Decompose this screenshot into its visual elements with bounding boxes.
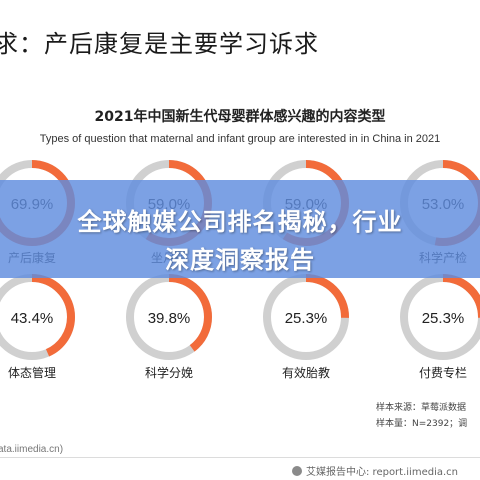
donut-value-arc	[0, 274, 75, 360]
chart-title: 2021年中国新生代母婴群体感兴趣的内容类型	[94, 109, 386, 125]
donut-value-arc	[263, 274, 349, 360]
header-title-text: 求：产后康复是主要学习诉求	[0, 30, 319, 58]
iimedia-logo-icon	[292, 466, 302, 476]
donut-value-arc	[400, 274, 480, 360]
donut-value-label: 25.3%	[422, 310, 465, 327]
donut-value-label: 43.4%	[11, 310, 54, 327]
donut-category-label: 有效胎教	[282, 365, 330, 380]
banner-headline-line1[interactable]: 全球触媒公司排名揭秘，行业	[77, 208, 403, 236]
donut-7: 25.3% 有效胎教	[263, 274, 349, 380]
donut-6: 39.8% 科学分娩	[126, 274, 212, 380]
banner-headline-line2[interactable]: 深度洞察报告	[165, 246, 315, 274]
footer-divider	[0, 457, 480, 458]
sample-size: 样本量：N=2392；调	[376, 419, 468, 429]
overlay-banner[interactable]	[0, 180, 480, 278]
donut-value-arc	[126, 274, 212, 360]
footer-brand-text: 艾媒报告中心: report.iimedia.cn	[306, 467, 458, 478]
donut-5: 43.4% 体态管理	[0, 274, 75, 380]
donut-category-label: 科学分娩	[145, 365, 193, 380]
donut-category-label: 体态管理	[8, 365, 56, 380]
donut-value-label: 25.3%	[285, 310, 328, 327]
donut-value-label: 39.8%	[148, 310, 191, 327]
donut-8: 25.3% 付费专栏	[400, 274, 480, 380]
donut-category-label: 付费专栏	[419, 365, 467, 380]
source-url: ata.iimedia.cn)	[0, 444, 64, 455]
sample-source: 样本来源：草莓派数据	[376, 403, 467, 413]
footer-brand: 艾媒报告中心: report.iimedia.cn	[292, 463, 458, 478]
chart-subtitle: Types of question that maternal and infa…	[39, 133, 441, 145]
